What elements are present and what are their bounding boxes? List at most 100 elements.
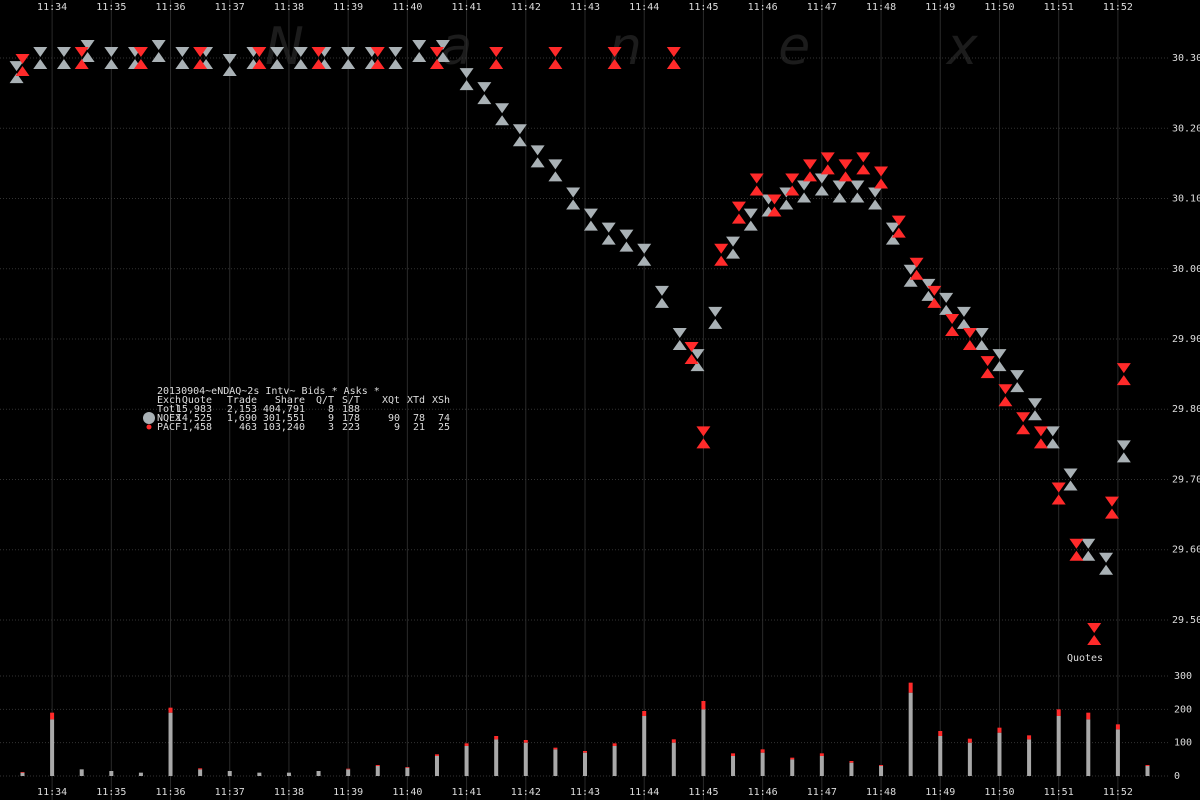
legend-swatch — [146, 424, 152, 430]
quote-mark — [583, 208, 598, 231]
volume-bar — [938, 736, 943, 776]
quote-mark — [1016, 412, 1031, 435]
quote-mark — [1069, 538, 1084, 561]
quote-mark — [412, 40, 427, 63]
volume-bar — [731, 753, 736, 756]
quote-mark — [607, 47, 622, 70]
y-tick-label: 29.60 — [1172, 545, 1200, 556]
quote-mark — [998, 384, 1013, 407]
volume-bar — [1086, 712, 1091, 720]
x-tick-label: 11:37 — [215, 2, 245, 13]
quote-mark — [939, 292, 954, 315]
quote-mark — [666, 47, 681, 70]
y-tick-label: 300 — [1174, 671, 1192, 682]
quote-mark — [489, 47, 504, 70]
quote-mark — [779, 187, 794, 210]
quote-mark — [637, 243, 652, 266]
y-tick-label: 30.10 — [1172, 194, 1200, 205]
volume-bar — [553, 749, 558, 776]
x-tick-label: 11:38 — [274, 2, 304, 13]
volume-bar — [642, 716, 647, 776]
quote-mark — [193, 47, 208, 70]
x-tick-label: 11:44 — [629, 787, 659, 798]
table-cell: 301,551 — [263, 413, 305, 424]
quote-mark — [175, 47, 190, 70]
quote-mark — [151, 40, 166, 63]
volume-bar — [1056, 716, 1061, 776]
table-cell: 21 — [413, 422, 425, 433]
quote-mark — [33, 47, 48, 70]
x-tick-label: 11:39 — [333, 2, 363, 13]
x-tick-label: 11:47 — [807, 787, 837, 798]
volume-bar — [642, 711, 647, 716]
quote-mark — [601, 222, 616, 245]
table-cell: 1,690 — [227, 413, 257, 424]
volume-bar — [464, 746, 469, 776]
volume-bar — [523, 742, 528, 776]
table-header: XSh — [432, 395, 450, 406]
table-cell: 9 — [394, 422, 400, 433]
volume-bar — [494, 739, 499, 776]
table-header: Q/T — [316, 395, 334, 406]
quote-mark — [270, 47, 285, 70]
quote-mark — [832, 180, 847, 203]
legend-label: PACF — [157, 422, 181, 433]
legend-swatch — [143, 412, 155, 424]
quote-mark — [74, 47, 89, 70]
quote-mark — [850, 180, 865, 203]
volume-bar — [109, 771, 114, 776]
volume-bar — [1086, 719, 1091, 776]
quote-mark — [1081, 538, 1096, 561]
quote-mark — [104, 47, 119, 70]
volume-bar — [227, 771, 232, 776]
y-tick-label: 29.90 — [1172, 334, 1200, 345]
volume-bar — [286, 772, 291, 776]
quote-mark — [797, 180, 812, 203]
quote-mark — [962, 328, 977, 350]
x-tick-label: 11:48 — [866, 787, 896, 798]
x-tick-label: 11:44 — [629, 2, 659, 13]
volume-bar — [168, 707, 173, 713]
quote-mark — [1116, 440, 1131, 463]
x-tick-label: 11:34 — [37, 2, 67, 13]
quote-mark — [767, 194, 782, 217]
volume-bar — [434, 756, 439, 776]
quote-mark — [246, 47, 261, 70]
x-tick-label: 11:36 — [155, 2, 185, 13]
y-tick-label: 29.80 — [1172, 404, 1200, 415]
table-cell: 2,153 — [227, 404, 257, 415]
quote-mark — [891, 215, 906, 238]
table-cell: 90 — [388, 413, 400, 424]
x-tick-label: 11:52 — [1103, 787, 1133, 798]
volume-bar — [79, 769, 84, 776]
quote-mark — [974, 328, 989, 350]
x-tick-label: 11:46 — [748, 787, 778, 798]
volume-bar — [671, 739, 676, 743]
quote-mark — [252, 47, 267, 70]
quote-mark — [370, 47, 385, 70]
volume-bar — [671, 742, 676, 776]
table-cell: 14,525 — [176, 413, 212, 424]
y-tick-label: 100 — [1174, 738, 1192, 749]
volume-bar — [1027, 739, 1032, 776]
x-tick-label: 11:47 — [807, 2, 837, 13]
quote-mark — [903, 264, 918, 287]
quote-mark — [684, 342, 699, 365]
quote-mark — [1028, 398, 1042, 421]
quote-mark — [761, 194, 776, 217]
volume-bar — [316, 771, 321, 776]
volume-bar — [908, 682, 913, 693]
volume-bar — [583, 751, 587, 753]
quote-mark — [364, 47, 379, 70]
quote-mark — [838, 159, 853, 182]
quote-mark — [726, 236, 741, 259]
quote-mark — [9, 61, 24, 84]
table-cell: 25 — [438, 422, 450, 433]
volume-bar — [1056, 709, 1061, 716]
volume-bar — [997, 732, 1002, 776]
volume-bar — [1027, 735, 1032, 740]
quote-mark — [909, 257, 924, 280]
x-tick-label: 11:38 — [274, 787, 304, 798]
